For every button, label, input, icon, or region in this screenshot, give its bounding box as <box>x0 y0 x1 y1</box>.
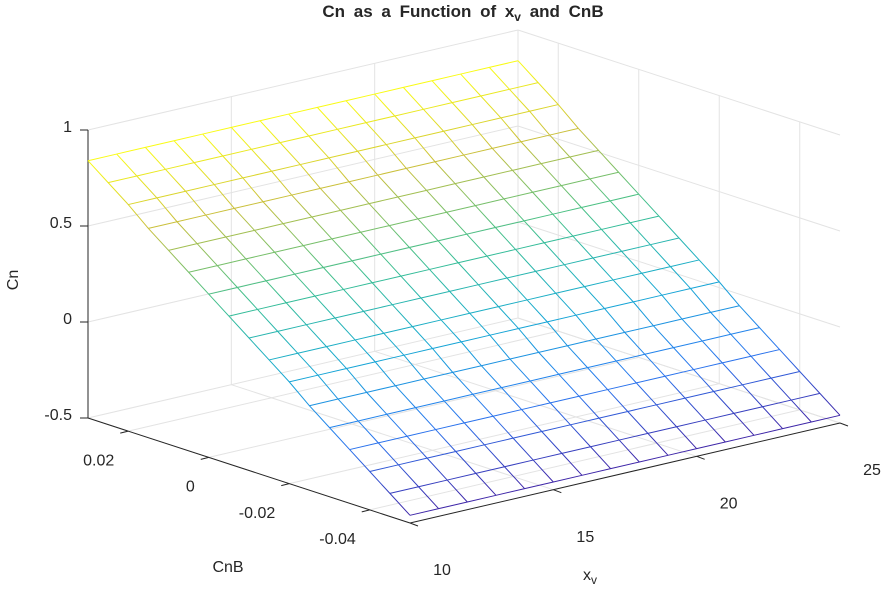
grid-line <box>208 356 639 458</box>
mesh-row <box>269 259 700 361</box>
mesh-row <box>309 305 740 407</box>
mesh-row <box>409 414 841 516</box>
y-tick <box>281 483 290 487</box>
z-tick-label: -0.5 <box>44 407 72 424</box>
z-axis-label: Cn <box>5 270 22 290</box>
mesh-row <box>148 127 579 229</box>
y-tick-label: -0.02 <box>239 505 276 522</box>
title-subscript: v <box>514 10 521 24</box>
mesh-row <box>87 60 519 162</box>
mesh-column <box>316 107 640 463</box>
grid-line <box>374 350 697 457</box>
grid-line <box>128 330 559 432</box>
mesh-column <box>374 93 698 449</box>
grid-line <box>517 29 841 136</box>
chart-title: Cn as a Function of xv and CnB <box>322 2 603 24</box>
mesh-row <box>168 149 599 251</box>
x-tick-label: 20 <box>720 496 738 513</box>
mesh-column <box>173 140 497 496</box>
mesh-row <box>128 104 559 206</box>
grid-line <box>87 317 519 419</box>
grid-line <box>231 384 554 491</box>
mesh-row <box>248 237 680 339</box>
mesh-row <box>108 82 539 184</box>
mesh-column <box>230 127 554 483</box>
mesh-column <box>402 87 726 443</box>
mesh-column <box>116 153 440 509</box>
mesh-column <box>345 100 669 456</box>
x-tick-label: 25 <box>863 462 881 479</box>
mesh-column <box>431 80 755 436</box>
x-tick <box>409 522 419 527</box>
grid-line <box>87 29 519 131</box>
mesh-row <box>369 370 800 472</box>
grid-line <box>289 383 720 485</box>
grid-line <box>517 125 841 232</box>
mesh-column <box>202 133 526 489</box>
x-tick <box>696 455 705 460</box>
x-label-text: x <box>583 567 591 584</box>
mesh-row <box>188 171 619 273</box>
mesh-row <box>329 327 760 429</box>
y-tick <box>361 509 370 513</box>
y-tick-label: -0.04 <box>319 531 356 548</box>
mesh-column <box>144 147 468 503</box>
x-tick <box>839 422 849 427</box>
x-axis-line <box>409 422 841 524</box>
x-tick <box>553 489 562 494</box>
y-tick-label: 0 <box>186 479 195 496</box>
x-label-subscript: v <box>591 573 597 587</box>
z-tick-label: 0.5 <box>50 215 72 232</box>
x-tick-label: 15 <box>576 529 594 546</box>
y-tick <box>200 456 209 460</box>
y-axis-line <box>87 417 411 524</box>
mesh-column <box>488 67 812 423</box>
y-tick-label: 0.02 <box>83 452 114 469</box>
mesh-column <box>460 73 784 429</box>
mesh-column <box>87 160 411 516</box>
grid-line <box>517 317 841 424</box>
mesh-column <box>288 113 612 469</box>
mesh-column <box>259 120 583 476</box>
x-tick-label: 10 <box>433 562 451 579</box>
z-tick-label: 1 <box>63 119 72 136</box>
grid-line <box>369 409 800 511</box>
title-text: Cn as a Function of x <box>322 2 514 21</box>
y-axis-label: CnB <box>212 559 243 576</box>
title-text: and CnB <box>521 2 604 21</box>
grid-line <box>517 221 841 328</box>
x-axis-label: xv <box>583 567 597 587</box>
mesh-row <box>208 193 639 295</box>
y-tick <box>120 430 129 434</box>
mesh-row <box>349 349 780 451</box>
mesh-row <box>389 392 820 494</box>
grid-line <box>87 125 519 227</box>
mesh-column <box>517 60 841 416</box>
z-tick-label: 0 <box>63 311 72 328</box>
mesh-row <box>228 215 659 317</box>
mesh-row <box>289 281 720 383</box>
